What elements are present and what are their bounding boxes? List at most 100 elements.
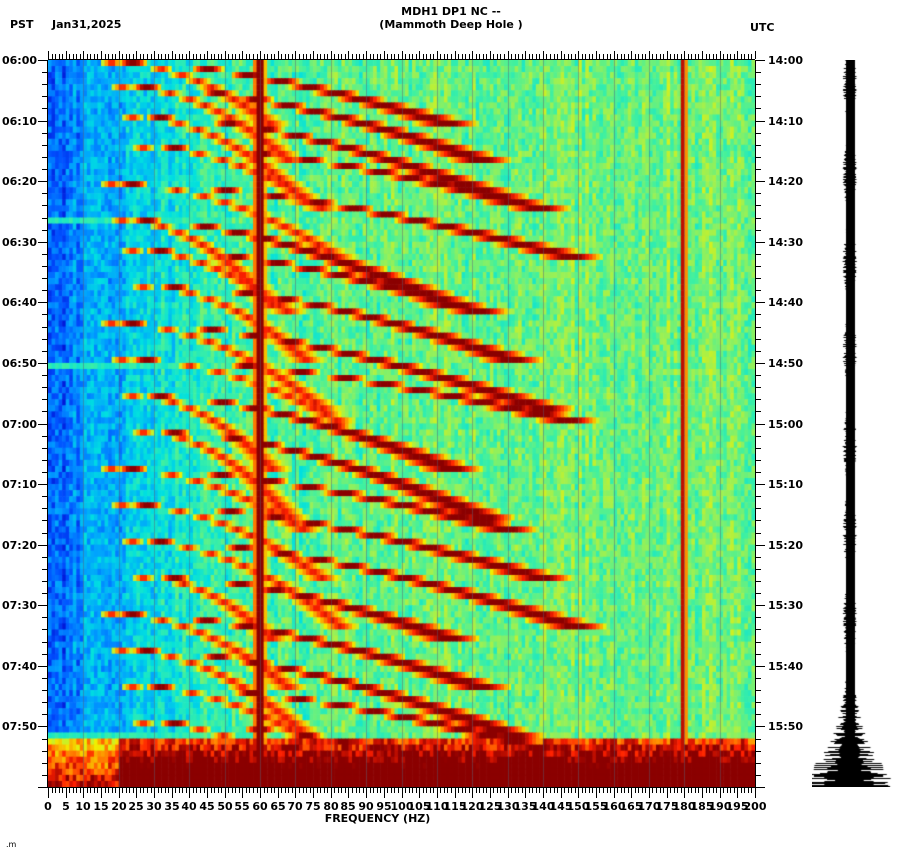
x-minor-tick-top [356, 54, 357, 59]
x-minor-tick-top [660, 54, 661, 59]
x-major-tick-top [472, 51, 473, 59]
x-axis-label-27: 135 [513, 800, 537, 813]
plot-bottom-border [48, 787, 755, 788]
x-minor-tick [465, 788, 466, 793]
x-minor-tick [193, 788, 194, 793]
x-axis-label-15: 75 [305, 800, 321, 813]
y-minor-tick-left [42, 617, 48, 618]
x-minor-tick [391, 788, 392, 793]
x-minor-tick-top [306, 54, 307, 59]
y-axis-label-pst-9: 07:30 [2, 599, 38, 612]
y-minor-tick-right [755, 290, 761, 291]
y-minor-tick-right [755, 411, 761, 412]
x-axis-label-3: 15 [93, 800, 109, 813]
x-minor-tick-top [62, 54, 63, 59]
x-minor-tick-top [582, 54, 583, 59]
x-major-tick [119, 788, 120, 798]
x-minor-tick [645, 788, 646, 793]
x-major-tick [101, 788, 102, 798]
y-minor-tick-left [42, 508, 48, 509]
x-minor-tick-top [158, 54, 159, 59]
x-minor-tick-top [730, 54, 731, 59]
x-minor-tick [264, 788, 265, 793]
y-major-tick-right [755, 424, 765, 425]
y-major-tick-right [755, 666, 765, 667]
x-major-tick-top [755, 51, 756, 59]
y-major-tick-right [755, 242, 765, 243]
x-major-tick [737, 788, 738, 798]
y-minor-tick-right [755, 145, 761, 146]
x-axis-label-16: 80 [323, 800, 339, 813]
x-minor-tick [652, 788, 653, 793]
y-axis-label-utc-3: 14:30 [768, 236, 804, 249]
x-minor-tick-top [663, 54, 664, 59]
y-minor-tick-left [42, 96, 48, 97]
x-axis-label-20: 100 [390, 800, 414, 813]
x-minor-tick-top [288, 54, 289, 59]
y-axis-label-utc-1: 14:10 [768, 115, 804, 128]
x-axis-label-13: 65 [270, 800, 286, 813]
x-minor-tick-top [462, 54, 463, 59]
y-minor-tick-right [755, 581, 761, 582]
x-minor-tick [624, 788, 625, 793]
x-minor-tick [660, 788, 661, 793]
x-minor-tick [663, 788, 664, 793]
x-minor-tick-top [94, 54, 95, 59]
x-minor-tick-top [285, 54, 286, 59]
y-major-tick-left [38, 787, 48, 788]
x-minor-tick [486, 788, 487, 793]
y-minor-tick-right [755, 375, 761, 376]
y-minor-tick-left [42, 593, 48, 594]
x-minor-tick-top [748, 54, 749, 59]
x-minor-tick [493, 788, 494, 793]
y-axis-label-utc-6: 15:00 [768, 418, 804, 431]
x-minor-tick-top [292, 54, 293, 59]
y-minor-tick-left [42, 254, 48, 255]
x-minor-tick-top [681, 54, 682, 59]
x-minor-tick [504, 788, 505, 793]
x-axis-label-32: 160 [602, 800, 626, 813]
x-minor-tick [211, 788, 212, 793]
x-minor-tick-top [267, 54, 268, 59]
y-minor-tick-left [42, 205, 48, 206]
y-minor-tick-left [42, 218, 48, 219]
y-minor-tick-left [42, 714, 48, 715]
y-minor-tick-left [42, 193, 48, 194]
x-minor-tick [522, 788, 523, 793]
x-minor-tick-top [147, 54, 148, 59]
y-axis-label-utc-2: 14:20 [768, 175, 804, 188]
y-major-tick-right [755, 121, 765, 122]
x-minor-tick [359, 788, 360, 793]
x-minor-tick [235, 788, 236, 793]
y-minor-tick-left [42, 436, 48, 437]
x-major-tick-top [737, 51, 738, 59]
x-major-tick [455, 788, 456, 798]
x-major-tick [578, 788, 579, 798]
x-major-tick-top [508, 51, 509, 59]
x-minor-tick [228, 788, 229, 793]
x-axis-label-10: 50 [217, 800, 233, 813]
x-minor-tick [377, 788, 378, 793]
x-minor-tick [249, 788, 250, 793]
x-minor-tick [589, 788, 590, 793]
x-minor-tick-top [617, 54, 618, 59]
x-minor-tick [239, 788, 240, 793]
x-major-tick [348, 788, 349, 798]
x-minor-tick [511, 788, 512, 793]
x-minor-tick-top [652, 54, 653, 59]
x-minor-tick [451, 788, 452, 793]
x-minor-tick-top [500, 54, 501, 59]
x-minor-tick-top [557, 54, 558, 59]
x-minor-tick-top [52, 54, 53, 59]
y-minor-tick-right [755, 314, 761, 315]
x-minor-tick-top [249, 54, 250, 59]
x-major-tick-top [525, 51, 526, 59]
x-minor-tick [433, 788, 434, 793]
y-minor-tick-right [755, 339, 761, 340]
y-minor-tick-right [755, 533, 761, 534]
y-minor-tick-right [755, 351, 761, 352]
y-major-tick-right [755, 605, 765, 606]
x-axis-label-25: 125 [478, 800, 502, 813]
y-minor-tick-left [42, 520, 48, 521]
